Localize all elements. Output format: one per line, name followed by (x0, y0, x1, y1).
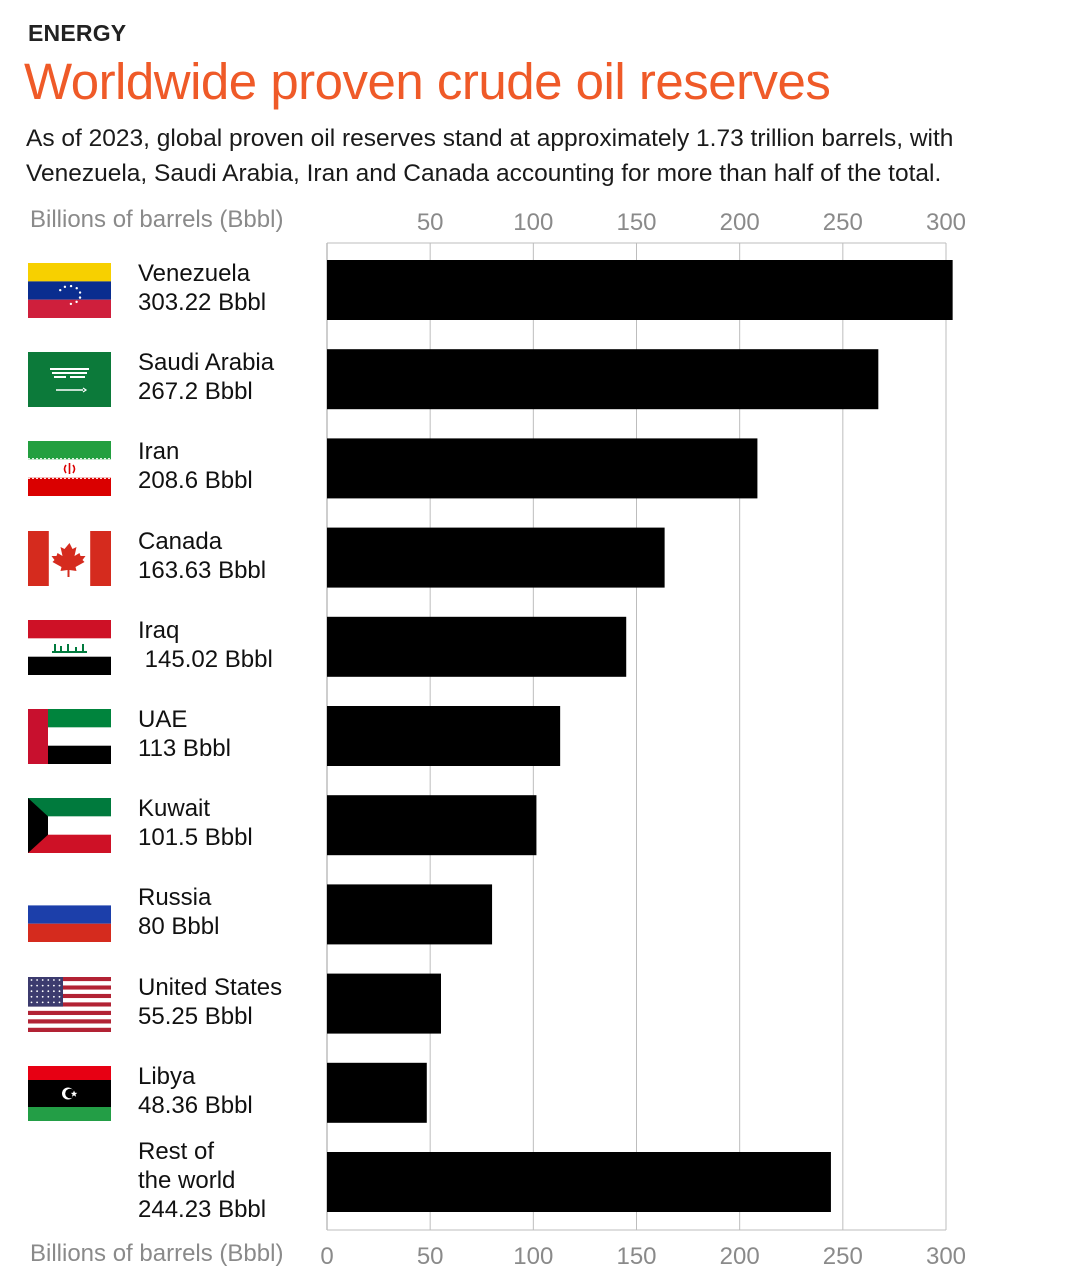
tick-label-bottom-250: 250 (823, 1243, 863, 1270)
country-name: Kuwait (138, 795, 211, 823)
country-label: Libya 48.36 Bbbl (138, 1062, 253, 1120)
country-name: Iran (138, 438, 180, 466)
bar-uae (327, 706, 561, 766)
country-label: Iraq 145.02 Bbbl (138, 616, 273, 674)
iran-flag-icon (28, 441, 111, 497)
bar-libya (327, 1062, 427, 1123)
country-label: Kuwait 101.5 Bbbl (138, 794, 253, 852)
country-name: Iraq (138, 616, 180, 644)
tick-label-bottom-100: 100 (513, 1243, 553, 1270)
iraq-flag-icon (28, 619, 111, 675)
country-name: UAE (138, 706, 188, 733)
tick-label-top-150: 150 (616, 209, 656, 236)
bar-united-states (327, 973, 441, 1034)
country-label: Russia 80 Bbbl (138, 883, 219, 941)
country-name: Saudi Arabia (138, 349, 275, 377)
country-name: Libya (138, 1062, 196, 1090)
country-label: Rest of the world 244.23 Bbbl (138, 1137, 266, 1224)
country-value: 163.63 Bbbl (138, 556, 267, 584)
tick-label-bottom-200: 200 (720, 1243, 760, 1270)
country-value: 267.2 Bbbl (138, 378, 253, 406)
chart-title: Worldwide proven crude oil reserves (24, 53, 831, 110)
tick-label-top-50: 50 (417, 209, 444, 236)
tick-label-bottom-300: 300 (926, 1243, 966, 1270)
tick-label-top-200: 200 (720, 209, 760, 236)
canada-flag-icon (28, 530, 111, 586)
country-label: Canada 163.63 Bbbl (138, 527, 266, 585)
country-label: Iran 208.6 Bbbl (138, 437, 253, 495)
country-value: 145.02 Bbbl (138, 645, 273, 673)
country-name: Russia (138, 884, 212, 912)
kuwait-flag-icon (28, 798, 111, 854)
libya-flag-icon (28, 1065, 111, 1121)
x-axis-label-bottom: Billions of barrels (Bbbl) (30, 1240, 284, 1267)
country-name: the world (138, 1166, 236, 1194)
tick-label-top-300: 300 (926, 209, 966, 236)
united-states-flag-icon (28, 976, 111, 1032)
country-label: UAE 113 Bbbl (138, 705, 231, 763)
tick-label-top-100: 100 (513, 209, 553, 236)
bar-venezuela (327, 260, 953, 320)
bar-kuwait (327, 795, 537, 856)
saudi-arabia-flag-icon (28, 352, 111, 408)
country-name: Canada (138, 527, 223, 555)
country-value: 80 Bbbl (138, 913, 220, 941)
bar-canada (327, 527, 665, 588)
country-value: 244.23 Bbbl (138, 1195, 267, 1223)
country-label: Venezuela 303.22 Bbbl (138, 259, 266, 317)
chart-subtitle: As of 2023, global proven oil reserves s… (26, 125, 954, 187)
kicker: ENERGY (28, 20, 127, 46)
bar-iraq (327, 616, 627, 677)
tick-label-top-250: 250 (823, 209, 863, 236)
bar-russia (327, 884, 493, 945)
country-name: Rest of (138, 1137, 215, 1165)
country-value: 101.5 Bbbl (138, 824, 253, 852)
country-label: United States 55.25 Bbbl (138, 973, 282, 1031)
country-value: 113 Bbbl (138, 735, 231, 762)
country-value: 55.25 Bbbl (138, 1002, 253, 1030)
tick-label-bottom-150: 150 (616, 1243, 656, 1270)
country-value: 303.22 Bbbl (138, 289, 267, 316)
country-value: 48.36 Bbbl (138, 1091, 253, 1119)
tick-label-bottom-50: 50 (417, 1243, 444, 1270)
bar-saudi-arabia (327, 349, 879, 410)
bar-iran (327, 438, 758, 499)
uae-flag-icon (28, 709, 111, 764)
country-name: United States (138, 973, 283, 1001)
x-axis-label-top: Billions of barrels (Bbbl) (30, 206, 284, 233)
tick-label-bottom-0: 0 (320, 1243, 333, 1270)
bar-rest-of-the-world (327, 1152, 831, 1212)
country-name: Venezuela (138, 260, 251, 287)
country-label: Saudi Arabia 267.2 Bbbl (138, 348, 274, 406)
venezuela-flag-icon (28, 263, 111, 318)
country-value: 208.6 Bbbl (138, 467, 253, 495)
russia-flag-icon (28, 887, 111, 943)
